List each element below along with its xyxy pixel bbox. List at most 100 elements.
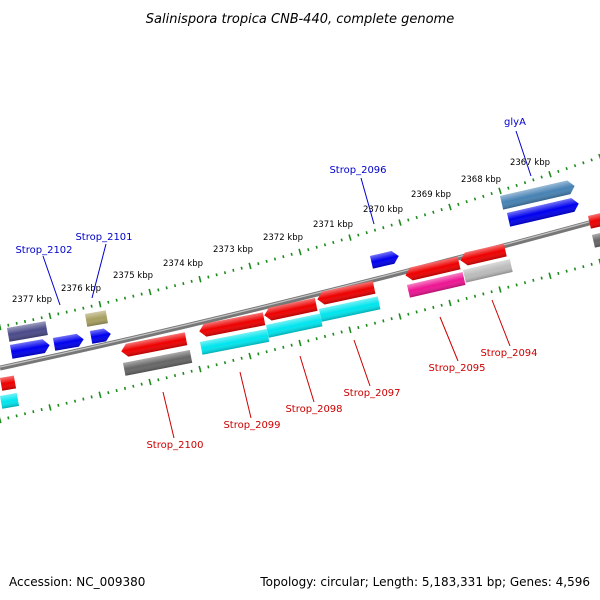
minor-tick <box>582 161 585 165</box>
minor-tick <box>257 262 260 266</box>
minor-tick <box>523 181 527 185</box>
major-tick <box>598 258 600 265</box>
gene-label-strop-2096: Strop_2096 <box>329 165 386 176</box>
minor-tick <box>573 164 577 168</box>
minor-tick <box>123 386 127 390</box>
minor-tick <box>457 299 460 303</box>
major-tick <box>248 352 252 360</box>
major-tick <box>0 416 2 424</box>
minor-tick <box>432 210 435 214</box>
major-tick <box>48 404 52 411</box>
minor-tick <box>482 194 485 198</box>
gene-label-strop-2098: Strop_2098 <box>285 404 342 415</box>
minor-tick <box>507 186 510 190</box>
minor-tick <box>490 290 493 294</box>
gene-left-edge-red <box>0 375 17 391</box>
major-tick <box>298 248 302 256</box>
tick-label-2371-kbp: 2371 kbp <box>313 220 353 230</box>
minor-tick <box>532 278 535 282</box>
tick-label-2367-kbp: 2367 kbp <box>510 158 550 168</box>
gene-strop-2101 <box>85 310 108 327</box>
minor-tick <box>540 175 543 179</box>
tick-label-2377-kbp: 2377 kbp <box>12 295 52 305</box>
minor-tick <box>415 215 418 220</box>
gene-label-strop-2095: Strop_2095 <box>428 363 485 374</box>
gene-strop-2099-shadow <box>200 329 270 355</box>
leader-strop-2096 <box>360 177 375 225</box>
minor-tick <box>23 319 27 324</box>
tick-label-2372-kbp: 2372 kbp <box>263 233 303 243</box>
gene-strop-2101-arrow <box>90 328 111 344</box>
minor-tick <box>490 192 493 196</box>
minor-tick <box>140 292 143 296</box>
minor-tick <box>15 321 18 325</box>
leader-strop-2094 <box>491 299 511 347</box>
gene-strop-2094-shadow <box>463 259 513 283</box>
minor-tick <box>215 363 218 367</box>
leader-strop-2099 <box>239 371 252 419</box>
major-tick <box>0 323 2 331</box>
minor-tick <box>273 347 277 352</box>
minor-tick <box>115 298 118 302</box>
gene-right-edge-red <box>588 212 600 229</box>
major-tick <box>348 234 352 241</box>
minor-tick <box>73 399 77 403</box>
major-tick <box>148 378 152 386</box>
tick-rows <box>0 153 600 424</box>
minor-tick <box>440 303 443 307</box>
minor-tick <box>182 371 185 376</box>
genome-summary-text: Topology: circular; Length: 5,183,331 bp… <box>259 575 590 589</box>
minor-tick <box>282 345 285 349</box>
minor-tick <box>123 296 127 300</box>
minor-tick <box>482 292 485 296</box>
genome-backbone <box>0 217 600 371</box>
minor-tick <box>173 374 177 378</box>
minor-tick <box>40 407 43 412</box>
minor-tick <box>190 279 193 283</box>
minor-tick <box>432 305 435 310</box>
gene-strop-2098 <box>264 297 318 321</box>
gene-label-strop-2097: Strop_2097 <box>343 388 400 399</box>
minor-tick <box>565 269 568 273</box>
major-tick <box>98 300 102 308</box>
minor-tick <box>590 262 593 266</box>
gene-label-strop-2101: Strop_2101 <box>75 232 132 243</box>
major-tick <box>598 153 600 160</box>
minor-tick <box>15 414 18 418</box>
minor-tick <box>207 365 210 369</box>
minor-tick <box>390 223 393 227</box>
minor-tick <box>90 395 93 399</box>
minor-tick <box>165 286 168 290</box>
major-tick <box>198 365 202 373</box>
minor-tick <box>382 319 385 323</box>
minor-tick <box>323 243 327 247</box>
minor-tick <box>457 202 460 206</box>
minor-tick <box>307 339 310 343</box>
minor-tick <box>7 416 10 420</box>
minor-tick <box>132 384 135 388</box>
minor-tick <box>465 200 468 204</box>
minor-tick <box>473 197 477 201</box>
minor-tick <box>507 285 510 289</box>
gene-left-edge-cyan <box>0 393 19 409</box>
minor-tick <box>515 183 518 187</box>
minor-tick <box>257 352 260 356</box>
gene-label-strop-2094: Strop_2094 <box>480 348 537 359</box>
minor-tick <box>23 412 27 416</box>
accession-text: Accession: NC_009380 <box>9 575 145 589</box>
minor-tick <box>590 158 593 162</box>
minor-tick <box>282 255 285 259</box>
major-tick <box>148 288 152 296</box>
minor-tick <box>240 356 243 360</box>
tick-label-2370-kbp: 2370 kbp <box>363 205 403 215</box>
gene-strop-2095-shadow <box>407 272 466 298</box>
tick-label-2368-kbp: 2368 kbp <box>461 175 501 185</box>
major-tick <box>98 391 102 399</box>
minor-tick <box>540 276 543 280</box>
major-tick <box>398 313 402 320</box>
minor-tick <box>332 332 335 336</box>
gene-features <box>0 180 600 409</box>
minor-tick <box>273 257 277 261</box>
minor-tick <box>115 388 118 393</box>
